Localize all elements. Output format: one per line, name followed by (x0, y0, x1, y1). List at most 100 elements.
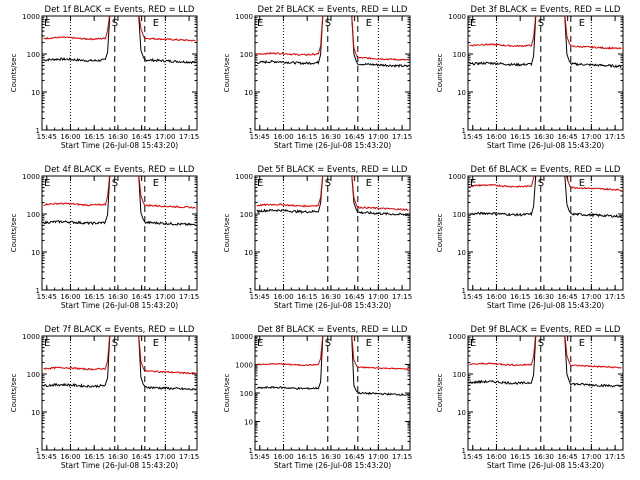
plot-frame (467, 15, 624, 131)
x-tick-label: 16:00 (273, 453, 293, 461)
marker-label-s: S (112, 338, 118, 349)
x-tick-label: 17:15 (605, 293, 625, 301)
x-tick-label: 16:45 (558, 293, 578, 301)
x-tick-label: 16:00 (486, 453, 506, 461)
y-axis-label: Counts/sec (223, 374, 231, 413)
events-series-line (43, 16, 196, 65)
x-tick-label: 16:00 (60, 453, 80, 461)
x-tick-label: 17:00 (368, 293, 388, 301)
panel-title: Det 3f BLACK = Events, RED = LLD (471, 5, 621, 15)
panel-title: Det 7f BLACK = Events, RED = LLD (45, 325, 195, 335)
y-tick-label: 10 (457, 249, 466, 257)
x-tick-label: 17:00 (155, 293, 175, 301)
events-series-line (256, 336, 409, 396)
x-tick-label: 15:45 (37, 293, 57, 301)
events-series-line (469, 176, 622, 219)
y-tick-label: 1000 (22, 13, 40, 21)
panel-title: Det 9f BLACK = Events, RED = LLD (471, 325, 621, 335)
panel-det-4f: Det 4f BLACK = Events, RED = LLD 1 10 100 10… (10, 165, 199, 310)
panel-title: Det 2f BLACK = Events, RED = LLD (258, 5, 408, 15)
marker-label-s: S (325, 178, 331, 189)
x-tick-label: 17:00 (581, 133, 601, 141)
y-tick-label: 1 (36, 287, 40, 295)
x-tick-label: 16:30 (534, 453, 554, 461)
panel-det-6f: Det 6f BLACK = Events, RED = LLD 1 10 100 10… (436, 165, 625, 310)
x-tick-label: 16:15 (297, 453, 317, 461)
y-tick-label: 1000 (235, 362, 253, 370)
x-tick-label: 17:15 (392, 133, 412, 141)
marker-label-e-start: E (44, 178, 50, 189)
marker-label-s: S (538, 338, 544, 349)
panel-title: Det 4f BLACK = Events, RED = LLD (45, 165, 195, 175)
marker-label-s: S (538, 178, 544, 189)
x-tick-label: 16:00 (486, 293, 506, 301)
plot-frame (41, 15, 198, 131)
y-tick-label: 100 (240, 390, 253, 398)
plot-frame (467, 335, 624, 451)
y-tick-label: 100 (240, 51, 253, 59)
y-axis-label: Counts/sec (223, 54, 231, 93)
x-tick-label: 17:15 (179, 133, 199, 141)
marker-label-s: S (325, 18, 331, 29)
y-tick-label: 1000 (448, 13, 466, 21)
x-tick-label: 16:45 (132, 293, 152, 301)
x-tick-label: 17:15 (179, 453, 199, 461)
x-tick-label: 17:15 (605, 453, 625, 461)
x-tick-label: 17:15 (179, 293, 199, 301)
panel-det-8f: Det 8f BLACK = Events, RED = LLD 1 10 100 10… (223, 325, 412, 470)
x-tick-label: 16:15 (510, 293, 530, 301)
plot-frame (41, 175, 198, 291)
x-tick-label: 16:45 (558, 453, 578, 461)
x-tick-label: 15:45 (463, 453, 483, 461)
x-axis-label: Start Time (26-Jul-08 15:43:20) (274, 141, 391, 150)
x-tick-label: 16:45 (132, 133, 152, 141)
x-tick-label: 16:15 (84, 293, 104, 301)
y-tick-label: 1 (249, 127, 253, 135)
marker-label-e-start: E (470, 338, 476, 349)
y-tick-label: 1 (249, 447, 253, 455)
marker-label-e-start: E (44, 18, 50, 29)
y-axis-label: Counts/sec (436, 54, 444, 93)
x-tick-label: 16:15 (84, 453, 104, 461)
y-tick-label: 1000 (448, 173, 466, 181)
y-tick-label: 1000 (235, 13, 253, 21)
x-tick-label: 15:45 (250, 133, 270, 141)
y-axis-label: Counts/sec (223, 214, 231, 253)
x-tick-label: 17:00 (368, 133, 388, 141)
x-tick-label: 17:00 (581, 293, 601, 301)
marker-label-s: S (325, 338, 331, 349)
x-tick-label: 16:30 (534, 293, 554, 301)
x-tick-label: 16:00 (60, 133, 80, 141)
x-tick-label: 16:30 (108, 453, 128, 461)
x-tick-label: 17:00 (368, 453, 388, 461)
y-tick-label: 10 (244, 89, 253, 97)
marker-label-e-start: E (470, 178, 476, 189)
y-tick-label: 1 (462, 127, 466, 135)
y-axis-label: Counts/sec (10, 214, 18, 253)
lld-series-line (469, 16, 622, 50)
y-tick-label: 10 (244, 419, 253, 427)
x-tick-label: 15:45 (250, 293, 270, 301)
events-series-line (256, 16, 409, 69)
marker-label-e-end: E (153, 338, 159, 349)
marker-label-e-start: E (257, 338, 263, 349)
marker-label-e-start: E (44, 338, 50, 349)
panel-title: Det 8f BLACK = Events, RED = LLD (258, 325, 408, 335)
panel-det-5f: Det 5f BLACK = Events, RED = LLD 1 10 100 10… (223, 165, 412, 310)
lld-series-line (43, 336, 196, 375)
x-axis-label: Start Time (26-Jul-08 15:43:20) (61, 141, 178, 150)
x-axis-label: Start Time (26-Jul-08 15:43:20) (274, 461, 391, 470)
x-tick-label: 16:30 (108, 133, 128, 141)
x-tick-label: 15:45 (250, 453, 270, 461)
x-tick-label: 15:45 (37, 133, 57, 141)
marker-label-e-end: E (366, 178, 372, 189)
x-tick-label: 17:00 (155, 133, 175, 141)
y-tick-label: 100 (27, 211, 40, 219)
plot-frame (254, 335, 411, 451)
events-series-line (469, 16, 622, 69)
x-tick-label: 17:15 (605, 133, 625, 141)
lld-series-line (469, 336, 622, 369)
x-axis-label: Start Time (26-Jul-08 15:43:20) (274, 301, 391, 310)
x-tick-label: 15:45 (463, 293, 483, 301)
